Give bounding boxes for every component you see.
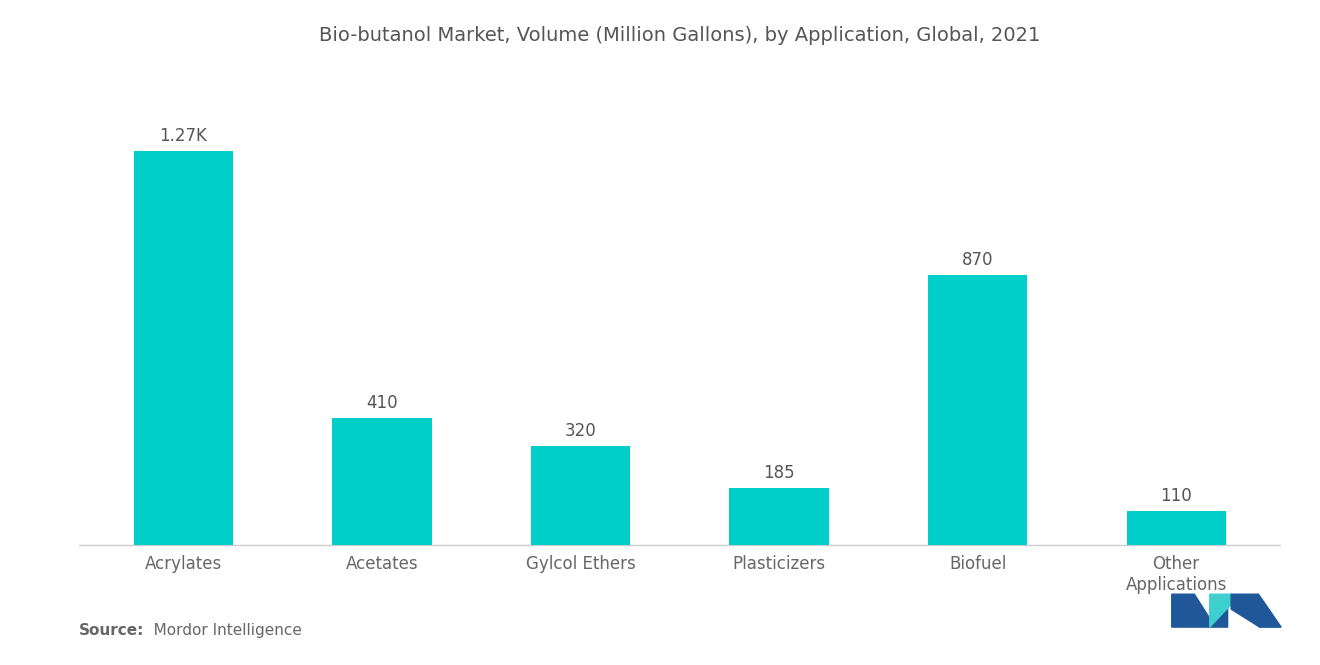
Polygon shape xyxy=(1232,595,1280,627)
Bar xyxy=(333,418,432,545)
Text: 870: 870 xyxy=(962,251,994,269)
Bar xyxy=(1126,511,1226,545)
Bar xyxy=(928,275,1027,545)
Polygon shape xyxy=(1209,595,1280,627)
Polygon shape xyxy=(1172,595,1228,627)
Title: Bio-butanol Market, Volume (Million Gallons), by Application, Global, 2021: Bio-butanol Market, Volume (Million Gall… xyxy=(319,26,1040,45)
Text: Mordor Intelligence: Mordor Intelligence xyxy=(139,623,301,638)
Text: 320: 320 xyxy=(565,422,597,440)
Text: Source:: Source: xyxy=(79,623,145,638)
Bar xyxy=(730,488,829,545)
Text: 185: 185 xyxy=(763,464,795,481)
Text: 410: 410 xyxy=(366,394,397,412)
Bar xyxy=(531,446,630,545)
Text: 110: 110 xyxy=(1160,487,1192,505)
Bar xyxy=(133,151,234,545)
Text: 1.27K: 1.27K xyxy=(160,127,207,145)
